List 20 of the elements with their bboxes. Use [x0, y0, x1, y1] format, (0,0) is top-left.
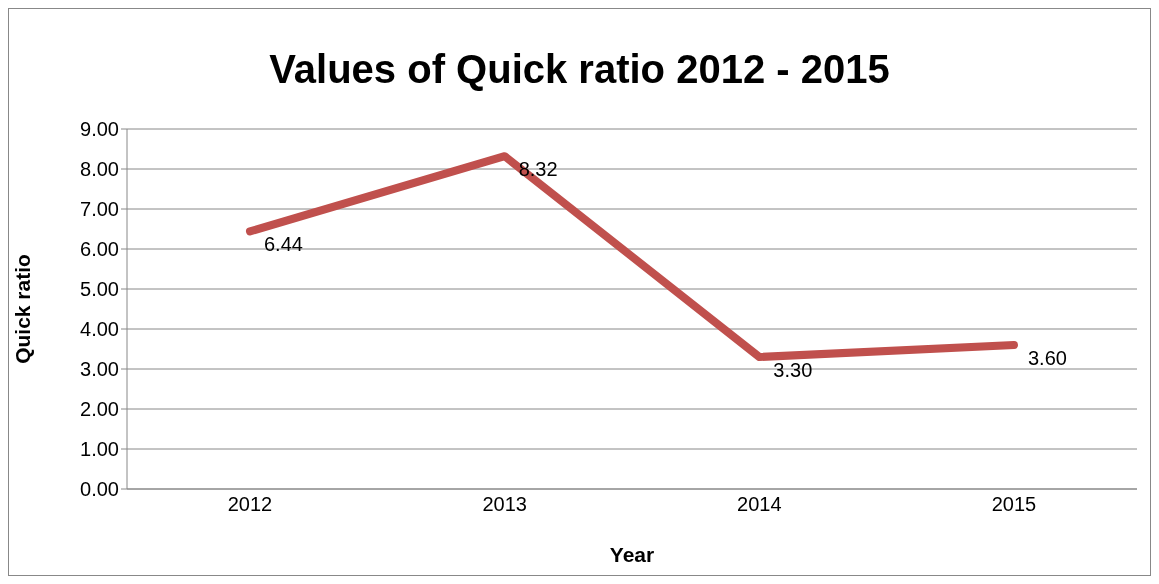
x-tick-label: 2012: [227, 493, 273, 516]
chart-title: Values of Quick ratio 2012 - 2015: [268, 46, 891, 93]
y-tick-label: 8.00: [80, 158, 119, 181]
y-tick-label: 1.00: [80, 438, 119, 461]
x-tick-label: 2014: [737, 493, 782, 516]
y-tick-label: 9.00: [80, 118, 119, 141]
y-tick-label: 6.00: [80, 238, 119, 261]
data-label: 3.30: [773, 359, 813, 381]
data-label: 6.44: [264, 233, 303, 256]
y-tick-label: 3.00: [80, 358, 119, 381]
y-tick-label: 4.00: [80, 318, 119, 341]
y-tick-label: 2.00: [80, 398, 119, 421]
data-label: 3.60: [1028, 347, 1067, 369]
y-axis-title: Quick ratio: [11, 254, 35, 364]
y-tick-label: 7.00: [80, 198, 119, 221]
x-axis-title: Year: [609, 542, 655, 566]
y-tick-label: 5.00: [80, 278, 119, 301]
y-tick-label: 0.00: [80, 478, 119, 501]
x-tick-label: 2015: [991, 493, 1037, 516]
x-tick-label: 2013: [482, 493, 527, 516]
